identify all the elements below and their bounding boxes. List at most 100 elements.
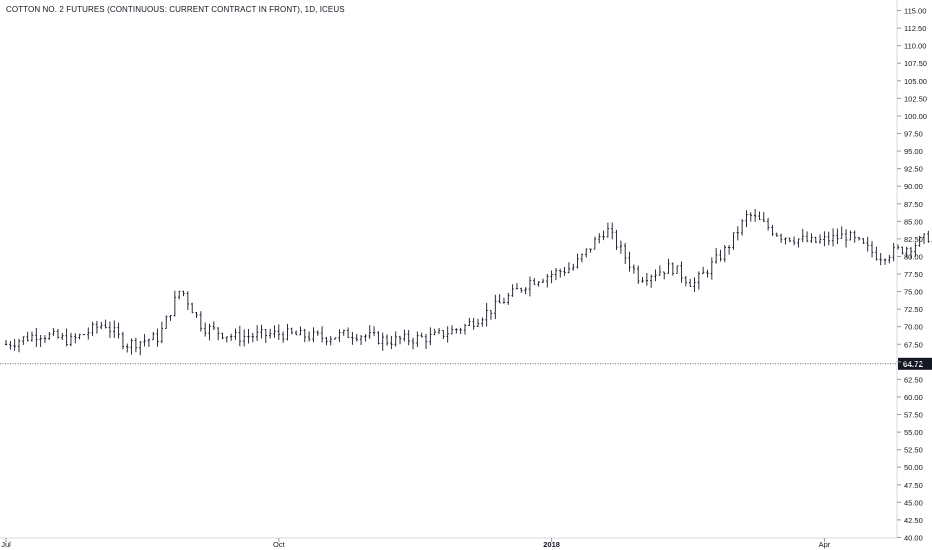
y-tick-label: 60.00 [904,393,923,402]
ohlc-bar [879,253,882,266]
ohlc-bar [260,324,263,339]
ohlc-bar [745,210,748,228]
ohlc-bar [805,231,809,243]
ohlc-bar [190,302,194,314]
y-tick-label: 112.50 [904,24,926,33]
ohlc-bar [17,338,21,353]
ohlc-bar [61,333,64,341]
y-tick-label: 80.00 [904,252,923,261]
ohlc-bar [611,222,614,240]
time-axis[interactable]: JulOct2018AprJulOct2019AprJulOct2020AprJ… [0,537,932,549]
x-tick-label: Apr [819,540,831,549]
ohlc-bar [563,266,566,276]
ohlc-bar [394,331,397,347]
ohlc-bar [714,248,718,264]
y-tick-label: 45.00 [904,498,923,507]
ohlc-bar [463,323,467,335]
ohlc-bar [108,321,112,338]
ohlc-bar [762,211,765,223]
ohlc-bar [589,248,592,253]
y-tick-label: 47.50 [904,481,923,490]
ohlc-bar [701,266,705,275]
ohlc-bar [624,242,627,265]
ohlc-bar [814,236,817,244]
ohlc-bar [576,253,579,269]
ohlc-bar [372,326,376,336]
ohlc-bar [658,265,662,276]
ohlc-bar [178,290,181,300]
y-tick-label: 65.00 [904,358,923,367]
ohlc-bar [281,331,285,343]
ohlc-bar [723,244,727,263]
ohlc-bar [212,321,216,331]
ohlc-bar [368,325,371,339]
price-bars [4,208,932,356]
ohlc-bar [498,294,501,304]
ohlc-bar [771,224,774,236]
ohlc-bar [312,327,315,343]
ohlc-bar [554,267,558,281]
ohlc-bar [385,334,389,346]
y-tick-label: 75.00 [904,288,923,297]
ohlc-bar [294,330,298,336]
ohlc-bar [303,328,306,343]
y-tick-label: 62.50 [904,375,923,384]
ohlc-bar [905,246,908,258]
ohlc-bar [351,331,354,345]
ohlc-bar [489,309,493,320]
y-tick-label: 90.00 [904,182,923,191]
ohlc-bar [515,283,519,290]
ohlc-bar [758,211,761,221]
ohlc-bar [823,231,826,247]
ohlc-bar [290,327,293,335]
ohlc-bar [411,337,415,350]
ohlc-bar [675,265,679,274]
ohlc-bar [30,331,34,342]
ohlc-bar [216,327,220,341]
ohlc-bar [918,235,921,247]
ohlc-bar [537,281,540,287]
ohlc-bar [35,327,38,348]
ohlc-bar [100,321,103,330]
ohlc-bar [888,254,891,264]
ohlc-bar [662,271,666,280]
ohlc-bar [619,240,623,254]
price-axis[interactable]: 40.00 42.50 45.00 47.50 50.00 52.50 55.00 57.50… [896,0,927,542]
ohlc-bar [559,268,562,278]
ohlc-bar [446,326,449,343]
ohlc-bar [862,237,865,244]
y-tick-label: 55.00 [904,428,923,437]
x-tick-label: 2018 [543,540,560,549]
ohlc-bar [836,228,839,245]
last-price-line: 64.72 [0,357,932,370]
ohlc-bar [468,317,471,327]
ohlc-bar [684,276,688,287]
ohlc-bar [507,292,510,305]
ohlc-bar [139,341,142,356]
ohlc-bar [706,269,709,278]
ohlc-bar [255,325,259,341]
ohlc-bar [134,337,138,353]
last-price-badge [898,357,932,370]
ohlc-bar [866,236,869,252]
y-tick-label: 107.50 [904,59,927,68]
ohlc-bar [429,327,432,346]
ohlc-bar [628,251,631,272]
ohlc-bar [654,269,657,282]
ohlc-bar [320,326,324,343]
ohlc-bar [749,212,752,222]
ohlc-bar [784,237,787,245]
ohlc-bar [359,334,363,346]
ohlc-bar [13,338,16,351]
ohlc-bar [567,262,571,274]
ohlc-bar [615,229,618,250]
y-tick-label: 77.50 [904,270,923,279]
ohlc-bar [26,331,29,342]
y-tick-label: 87.50 [904,200,923,209]
ohlc-bar [264,329,268,343]
ohlc-bar [649,274,653,288]
y-tick-label: 92.50 [904,165,923,174]
ohlc-bar [121,331,125,350]
ohlc-bar [593,236,597,250]
